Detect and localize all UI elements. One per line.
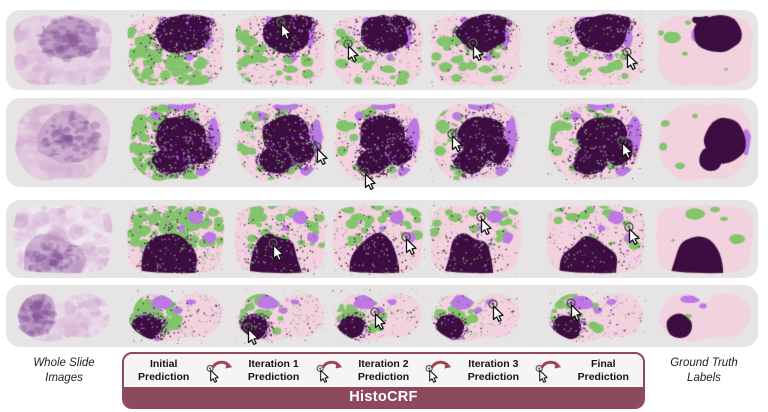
- tile-row1-iter1: [234, 13, 328, 87]
- iter3-image: [429, 101, 523, 184]
- gt-image: [655, 288, 755, 344]
- tile-row3-iter1: [234, 203, 328, 275]
- row-strip-3: [6, 200, 758, 278]
- wsi-image: [12, 203, 114, 275]
- final-image: [545, 203, 647, 275]
- iter3-image: [429, 203, 523, 275]
- tile-row4-gt: [655, 288, 755, 344]
- row-strip-1: [6, 10, 758, 90]
- iter1-image: [234, 101, 328, 184]
- initial-image: [126, 288, 226, 344]
- iter3-image: [429, 288, 523, 344]
- wsi-image: [12, 288, 114, 344]
- pipeline-label-4: Iteration 3 Prediction: [467, 357, 520, 383]
- tile-row2-initial: [126, 101, 226, 184]
- tile-row2-iter3: [429, 101, 523, 184]
- pipeline-label-5: Final Prediction: [577, 357, 629, 383]
- tile-row1-initial: [126, 13, 226, 87]
- iter1-image: [234, 13, 328, 87]
- tile-row1-iter3: [429, 13, 523, 87]
- tile-row3-initial: [126, 203, 226, 275]
- tile-row2-gt: [655, 101, 755, 184]
- tile-row2-final: [545, 101, 647, 184]
- tile-row3-gt: [655, 203, 755, 275]
- click-arrow-icon: [533, 359, 563, 385]
- tile-row1-wsi: [12, 13, 114, 87]
- tile-row4-iter2: [331, 288, 425, 344]
- row-strip-4: [6, 285, 758, 347]
- iter1-image: [234, 203, 328, 275]
- pipeline-label-1: Initial Prediction: [138, 357, 190, 383]
- final-image: [545, 288, 647, 344]
- histocrf-box: Initial Prediction Iteration 1 Prediction…: [122, 352, 645, 409]
- pipeline-label-3: Iteration 2 Prediction: [357, 357, 410, 383]
- gt-image: [655, 13, 755, 87]
- pipeline-labels-row: Initial Prediction Iteration 1 Prediction…: [124, 354, 643, 387]
- tile-row3-final: [545, 203, 647, 275]
- iter2-image: [331, 203, 425, 275]
- tile-row2-wsi: [12, 101, 114, 184]
- gt-caption: Ground Truth Labels: [670, 357, 738, 384]
- histocrf-bar: HistoCRF: [124, 387, 643, 407]
- row-strip-2: [6, 98, 758, 191]
- tile-row4-iter1: [234, 288, 328, 346]
- wsi-image: [12, 13, 114, 87]
- pipeline-label-2: Iteration 1 Prediction: [247, 357, 300, 383]
- iter2-image: [331, 101, 425, 184]
- initial-image: [126, 13, 226, 87]
- tile-row1-gt: [655, 13, 755, 87]
- tile-row3-iter2: [331, 203, 425, 275]
- wsi-image: [12, 101, 114, 184]
- tile-row3-wsi: [12, 203, 114, 275]
- click-arrow-icon: [314, 359, 344, 385]
- iter3-image: [429, 13, 523, 87]
- final-image: [545, 101, 647, 184]
- tile-row4-initial: [126, 288, 226, 344]
- gt-image: [655, 101, 755, 184]
- click-arrow-icon: [204, 359, 234, 385]
- wsi-caption: Whole Slide Images: [33, 357, 95, 384]
- iter1-image: [234, 288, 328, 344]
- tile-row4-wsi: [12, 288, 114, 344]
- tile-row4-iter3: [429, 288, 523, 344]
- tile-row4-final: [545, 288, 647, 344]
- click-arrow-icon: [423, 359, 453, 385]
- final-image: [545, 13, 647, 87]
- iter2-image: [331, 13, 425, 87]
- gt-image: [655, 203, 755, 275]
- iter2-image: [331, 288, 425, 344]
- tile-row3-iter3: [429, 203, 523, 275]
- initial-image: [126, 203, 226, 275]
- initial-image: [126, 101, 226, 184]
- tile-row2-iter2: [331, 101, 425, 191]
- tile-row1-iter2: [331, 13, 425, 87]
- tile-row1-final: [545, 13, 647, 87]
- tile-row2-iter1: [234, 101, 328, 184]
